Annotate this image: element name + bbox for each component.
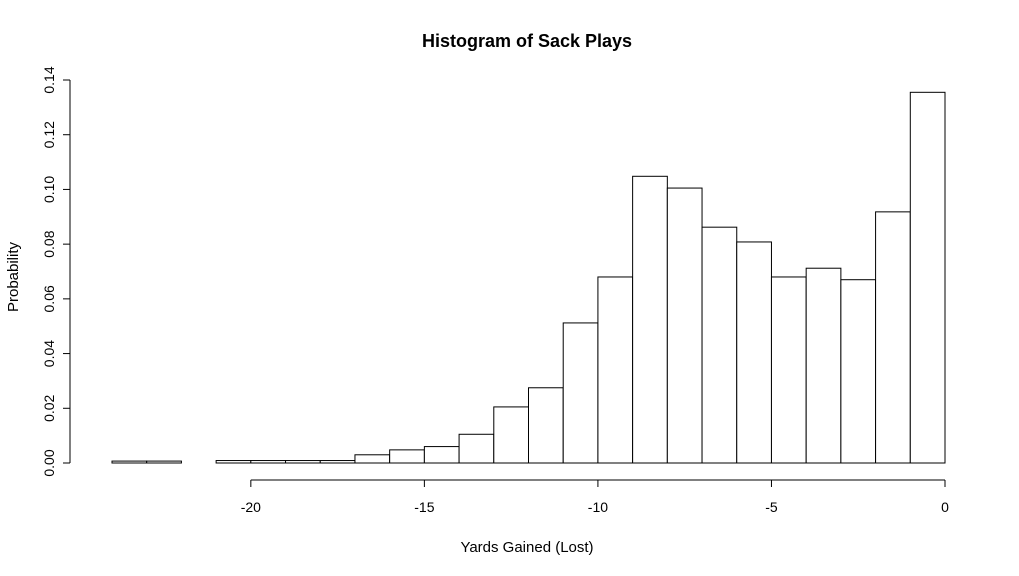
histogram-bar <box>770 276 807 464</box>
y-axis: 0.00 0.02 0.04 0.06 0.08 0.10 0.12 0.14 <box>41 66 71 477</box>
histogram-bar <box>805 267 842 464</box>
bars-group <box>111 91 946 464</box>
histogram-bar <box>597 276 634 464</box>
chart-title: Histogram of Sack Plays <box>422 31 632 51</box>
histogram-bar <box>562 322 599 464</box>
histogram-bar <box>458 433 495 464</box>
histogram-bar <box>875 211 911 464</box>
histogram-bar <box>666 187 703 464</box>
histogram-bar <box>840 279 877 464</box>
y-tick-label: 0.00 <box>41 449 57 476</box>
histogram-bar <box>250 460 287 464</box>
y-axis-label: Probability <box>5 241 22 312</box>
x-tick-label: -20 <box>241 499 261 515</box>
y-tick-label: 0.10 <box>41 176 57 203</box>
y-tick-label: 0.14 <box>41 66 57 93</box>
histogram-bar <box>493 406 529 464</box>
x-axis: -20 -15 -10 -5 0 <box>241 479 949 515</box>
histogram-bar <box>528 387 564 464</box>
y-tick-label: 0.04 <box>41 340 57 367</box>
x-tick-label: -5 <box>765 499 778 515</box>
histogram-bar <box>319 460 356 464</box>
x-axis-label: Yards Gained (Lost) <box>460 539 593 556</box>
histogram-bar <box>632 175 668 464</box>
histogram-bar <box>701 226 738 464</box>
histogram-bar <box>423 446 460 464</box>
histogram-bar <box>354 454 391 464</box>
histogram-bar <box>285 460 321 464</box>
histogram-bar <box>215 460 252 464</box>
histogram-bar <box>146 460 182 464</box>
x-tick-label: -15 <box>414 499 434 515</box>
y-tick-label: 0.06 <box>41 285 57 312</box>
x-tick-label: 0 <box>941 499 949 515</box>
histogram-bar <box>389 449 425 464</box>
y-tick-label: 0.08 <box>41 230 57 257</box>
histogram-bar <box>111 460 148 464</box>
y-tick-label: 0.02 <box>41 394 57 421</box>
y-tick-label: 0.12 <box>41 121 57 148</box>
histogram-bar <box>909 91 946 464</box>
x-tick-label: -10 <box>588 499 608 515</box>
histogram-bar <box>736 241 772 464</box>
